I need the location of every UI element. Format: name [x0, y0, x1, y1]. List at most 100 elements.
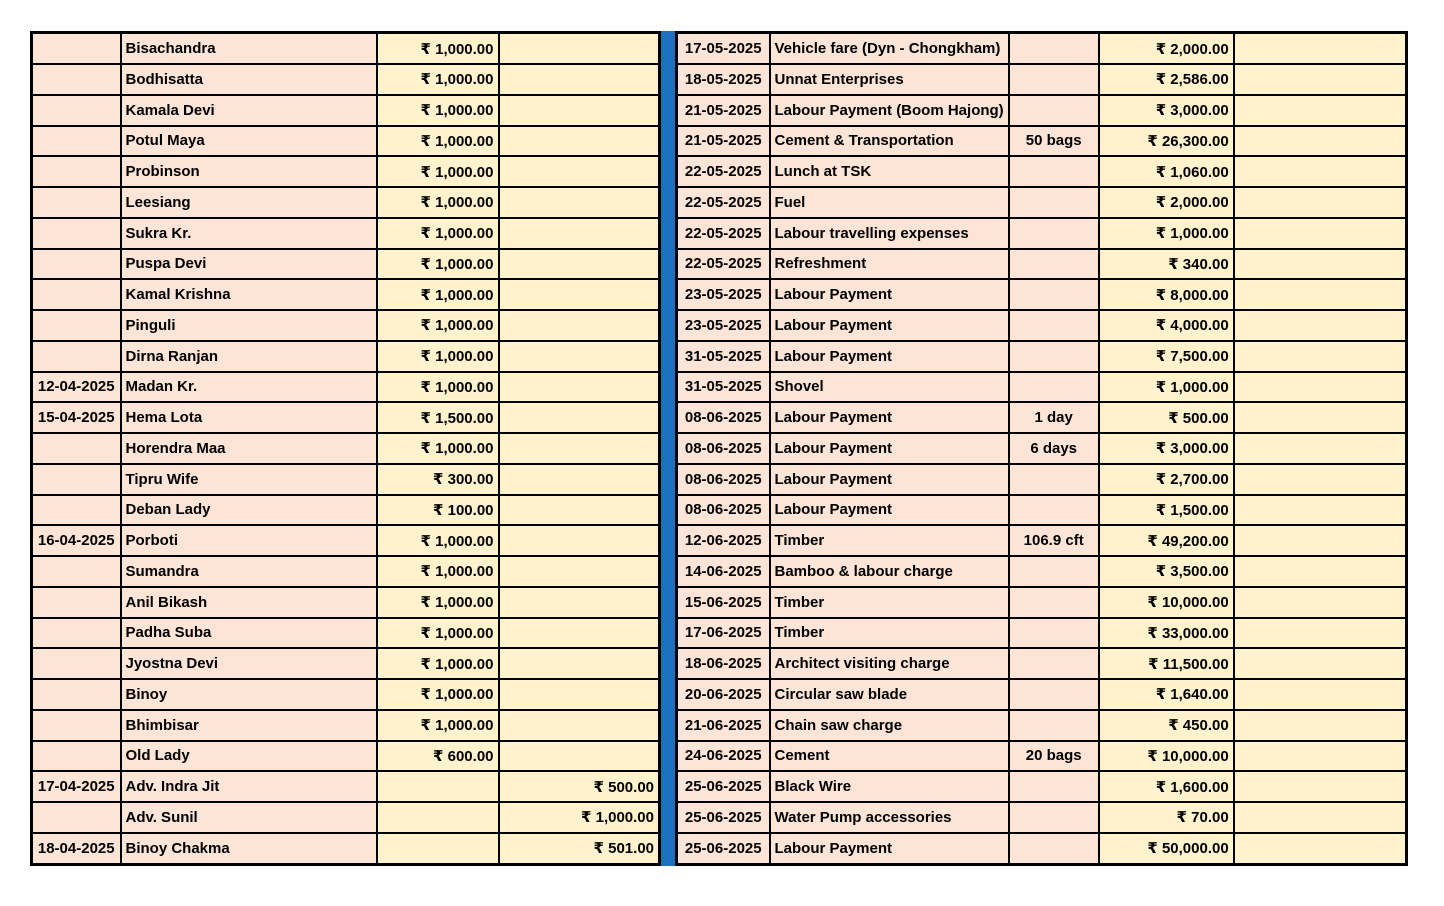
amount-cell[interactable]: ₹ 1,060.00 — [1097, 155, 1235, 189]
description-cell[interactable]: Labour Payment — [768, 278, 1010, 312]
payee-name-cell[interactable]: Bhimbisar — [119, 708, 378, 742]
extra-cell[interactable] — [1232, 31, 1408, 66]
quantity-cell[interactable] — [1007, 585, 1100, 619]
payee-name-cell[interactable]: Old Lady — [119, 739, 378, 773]
amount-cell[interactable]: ₹ 1,500.00 — [1097, 493, 1235, 527]
amount-cell[interactable]: ₹ 70.00 — [1097, 801, 1235, 834]
description-cell[interactable]: Cement — [768, 739, 1010, 773]
description-cell[interactable]: Cement & Transportation — [768, 124, 1010, 158]
secondary-amount-cell[interactable] — [497, 616, 661, 650]
date-cell[interactable] — [30, 186, 122, 219]
date-cell[interactable] — [30, 278, 122, 312]
date-cell[interactable]: 25-06-2025 — [675, 801, 771, 834]
quantity-cell[interactable] — [1007, 309, 1100, 342]
date-cell[interactable] — [30, 801, 122, 834]
date-cell[interactable] — [30, 93, 122, 127]
quantity-cell[interactable] — [1007, 63, 1100, 96]
quantity-cell[interactable] — [1007, 278, 1100, 312]
secondary-amount-cell[interactable] — [497, 647, 661, 681]
amount-cell[interactable]: ₹ 1,000.00 — [375, 647, 500, 681]
extra-cell[interactable] — [1232, 647, 1408, 681]
amount-cell[interactable]: ₹ 4,000.00 — [1097, 309, 1235, 342]
amount-cell[interactable]: ₹ 1,000.00 — [375, 216, 500, 250]
extra-cell[interactable] — [1232, 555, 1408, 588]
date-cell[interactable] — [30, 155, 122, 189]
date-cell[interactable] — [30, 216, 122, 250]
quantity-cell[interactable]: 20 bags — [1007, 739, 1100, 773]
quantity-cell[interactable] — [1007, 770, 1100, 804]
date-cell[interactable]: 17-04-2025 — [30, 770, 122, 804]
quantity-cell[interactable] — [1007, 93, 1100, 127]
amount-cell[interactable]: ₹ 1,000.00 — [375, 370, 500, 404]
amount-cell[interactable]: ₹ 1,000.00 — [375, 63, 500, 96]
extra-cell[interactable] — [1232, 370, 1408, 404]
payee-name-cell[interactable]: Hema Lota — [119, 401, 378, 435]
description-cell[interactable]: Labour travelling expenses — [768, 216, 1010, 250]
description-cell[interactable]: Black Wire — [768, 770, 1010, 804]
secondary-amount-cell[interactable]: ₹ 500.00 — [497, 770, 661, 804]
quantity-cell[interactable] — [1007, 647, 1100, 681]
quantity-cell[interactable]: 6 days — [1007, 432, 1100, 465]
payee-name-cell[interactable]: Madan Kr. — [119, 370, 378, 404]
quantity-cell[interactable] — [1007, 462, 1100, 496]
amount-cell[interactable]: ₹ 450.00 — [1097, 708, 1235, 742]
secondary-amount-cell[interactable] — [497, 708, 661, 742]
extra-cell[interactable] — [1232, 63, 1408, 96]
date-cell[interactable]: 31-05-2025 — [675, 339, 771, 373]
extra-cell[interactable] — [1232, 831, 1408, 866]
extra-cell[interactable] — [1232, 616, 1408, 650]
extra-cell[interactable] — [1232, 278, 1408, 312]
amount-cell[interactable] — [375, 770, 500, 804]
amount-cell[interactable]: ₹ 1,600.00 — [1097, 770, 1235, 804]
quantity-cell[interactable] — [1007, 155, 1100, 189]
amount-cell[interactable]: ₹ 2,000.00 — [1097, 31, 1235, 66]
quantity-cell[interactable] — [1007, 831, 1100, 866]
date-cell[interactable]: 08-06-2025 — [675, 432, 771, 465]
description-cell[interactable]: Labour Payment — [768, 401, 1010, 435]
secondary-amount-cell[interactable] — [497, 493, 661, 527]
date-cell[interactable]: 21-06-2025 — [675, 708, 771, 742]
secondary-amount-cell[interactable] — [497, 462, 661, 496]
payee-name-cell[interactable]: Bisachandra — [119, 31, 378, 66]
payee-name-cell[interactable]: Puspa Devi — [119, 247, 378, 281]
quantity-cell[interactable] — [1007, 31, 1100, 66]
amount-cell[interactable]: ₹ 1,000.00 — [375, 432, 500, 465]
secondary-amount-cell[interactable] — [497, 31, 661, 66]
payee-name-cell[interactable]: Tipru Wife — [119, 462, 378, 496]
payee-name-cell[interactable]: Deban Lady — [119, 493, 378, 527]
amount-cell[interactable]: ₹ 1,000.00 — [375, 186, 500, 219]
amount-cell[interactable]: ₹ 10,000.00 — [1097, 739, 1235, 773]
extra-cell[interactable] — [1232, 462, 1408, 496]
extra-cell[interactable] — [1232, 309, 1408, 342]
description-cell[interactable]: Timber — [768, 524, 1010, 558]
date-cell[interactable]: 18-04-2025 — [30, 831, 122, 866]
amount-cell[interactable]: ₹ 33,000.00 — [1097, 616, 1235, 650]
amount-cell[interactable]: ₹ 1,000.00 — [375, 93, 500, 127]
date-cell[interactable] — [30, 339, 122, 373]
amount-cell[interactable]: ₹ 100.00 — [375, 493, 500, 527]
date-cell[interactable]: 21-05-2025 — [675, 124, 771, 158]
payee-name-cell[interactable]: Bodhisatta — [119, 63, 378, 96]
payee-name-cell[interactable]: Probinson — [119, 155, 378, 189]
amount-cell[interactable]: ₹ 49,200.00 — [1097, 524, 1235, 558]
secondary-amount-cell[interactable] — [497, 124, 661, 158]
date-cell[interactable]: 17-05-2025 — [675, 31, 771, 66]
payee-name-cell[interactable]: Horendra Maa — [119, 432, 378, 465]
date-cell[interactable] — [30, 493, 122, 527]
description-cell[interactable]: Bamboo & labour charge — [768, 555, 1010, 588]
quantity-cell[interactable] — [1007, 339, 1100, 373]
date-cell[interactable]: 31-05-2025 — [675, 370, 771, 404]
extra-cell[interactable] — [1232, 339, 1408, 373]
date-cell[interactable]: 23-05-2025 — [675, 309, 771, 342]
extra-cell[interactable] — [1232, 678, 1408, 711]
extra-cell[interactable] — [1232, 585, 1408, 619]
secondary-amount-cell[interactable] — [497, 339, 661, 373]
quantity-cell[interactable] — [1007, 678, 1100, 711]
extra-cell[interactable] — [1232, 155, 1408, 189]
description-cell[interactable]: Lunch at TSK — [768, 155, 1010, 189]
amount-cell[interactable]: ₹ 500.00 — [1097, 401, 1235, 435]
description-cell[interactable]: Architect visiting charge — [768, 647, 1010, 681]
date-cell[interactable]: 22-05-2025 — [675, 186, 771, 219]
amount-cell[interactable]: ₹ 1,000.00 — [375, 124, 500, 158]
secondary-amount-cell[interactable] — [497, 524, 661, 558]
